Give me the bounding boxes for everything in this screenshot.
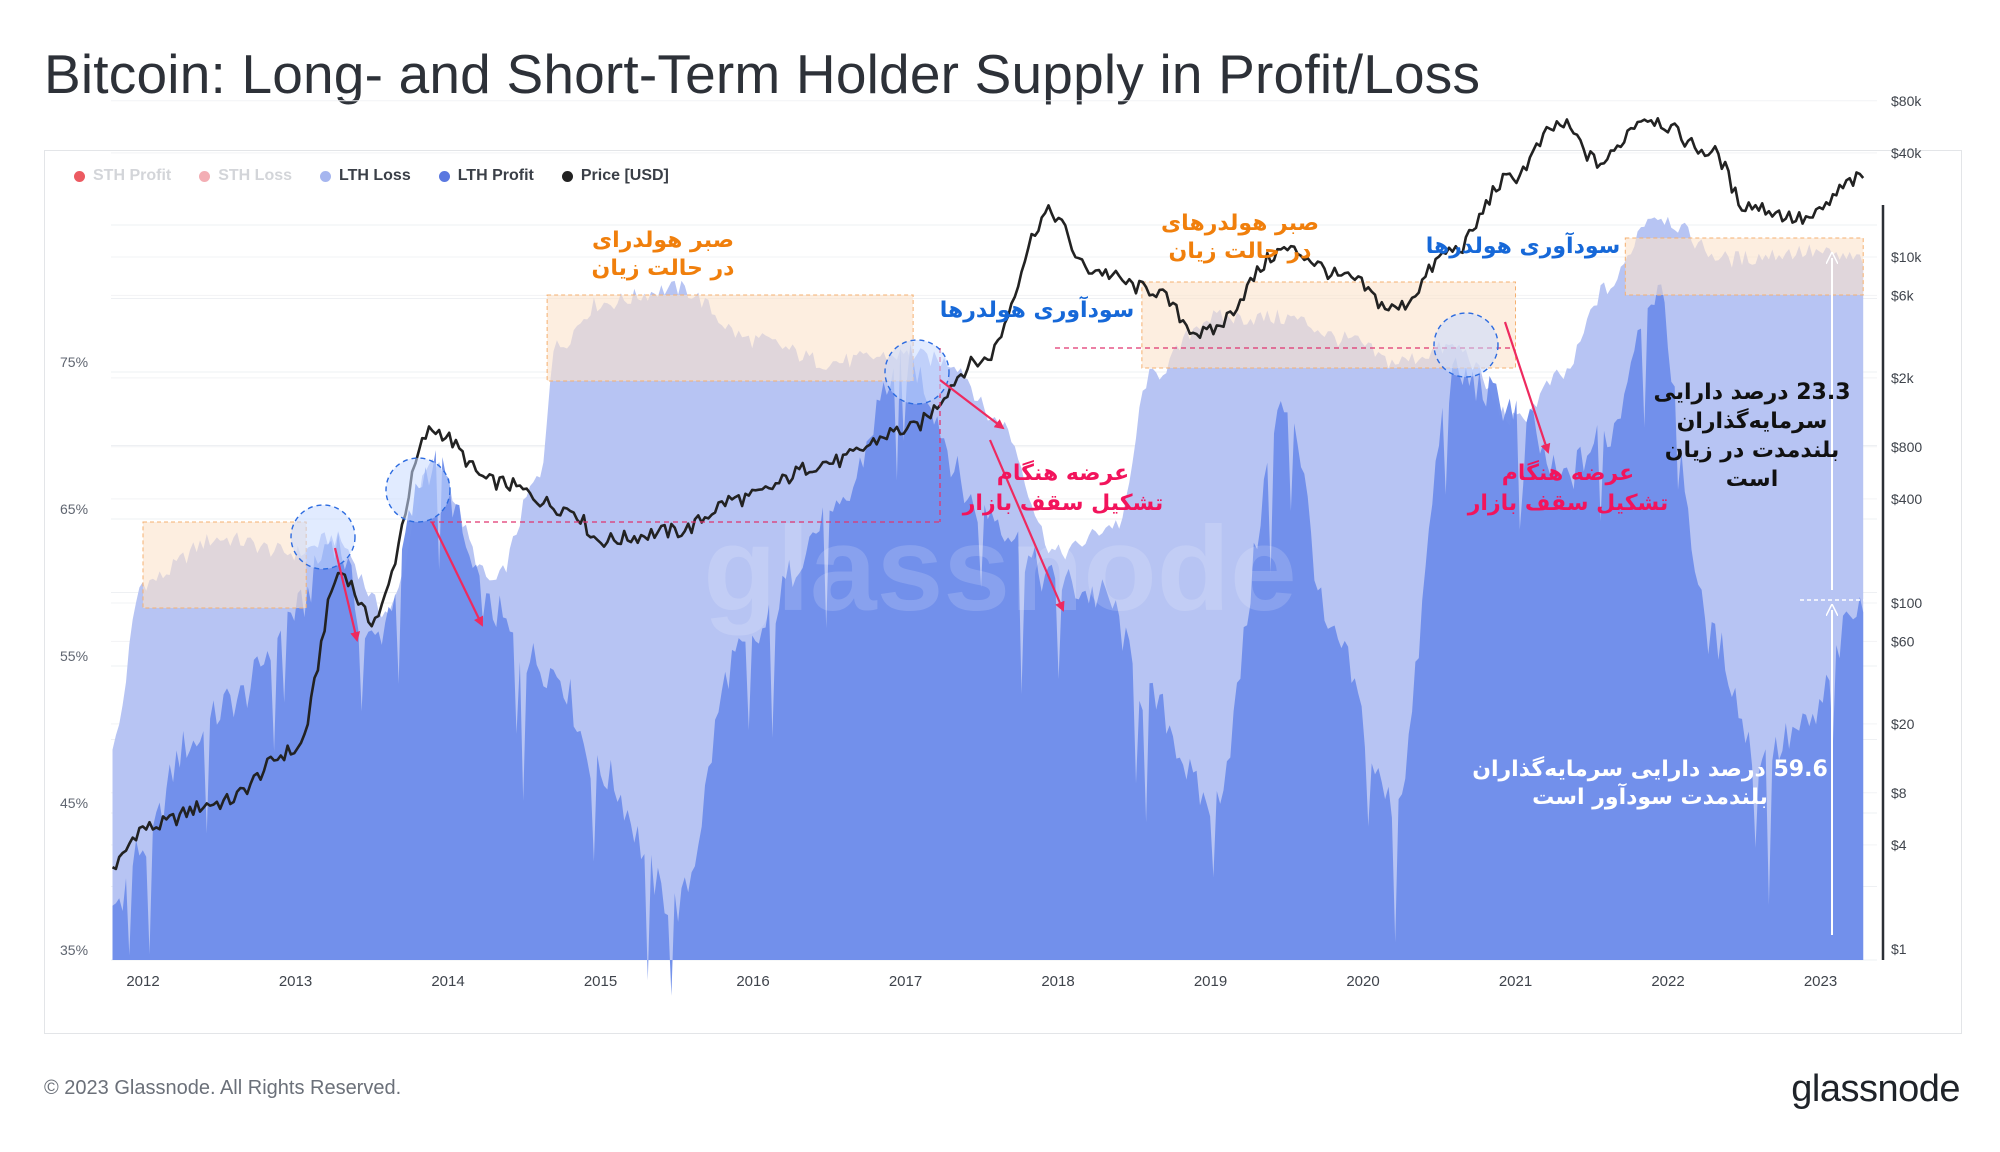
arrow — [333, 547, 361, 642]
legend-item-sth-loss[interactable]: STH Loss — [199, 167, 292, 185]
x-axis-tick: 2018 — [1041, 973, 1074, 990]
left-axis-tick: 45% — [60, 795, 88, 811]
legend-label: LTH Loss — [339, 167, 411, 184]
highlight-box — [142, 521, 307, 609]
annotation-line: عرضه هنگام — [997, 459, 1129, 486]
annotation-pink: عرضه هنگام تشکیل سقف بازار — [1467, 459, 1668, 516]
x-axis-tick: 2020 — [1346, 973, 1379, 990]
left-axis-tick: 35% — [60, 942, 88, 958]
page-title: Bitcoin: Long- and Short-Term Holder Sup… — [44, 43, 1481, 105]
x-axis-tick: 2012 — [126, 973, 159, 990]
peak-circle — [290, 504, 356, 570]
legend-dot — [561, 170, 573, 182]
watermark: glassnode — [703, 502, 1297, 636]
arrow — [988, 439, 1065, 612]
right-axis-tick: $2k — [1891, 370, 1915, 386]
x-axis-tick: 2014 — [431, 973, 464, 990]
right-axis-tick: $40k — [1891, 145, 1922, 161]
right-axis-tick: $8 — [1891, 785, 1907, 801]
right-axis-tick: $800 — [1891, 439, 1922, 455]
right-axis-tick: $20 — [1891, 716, 1915, 732]
legend-label: STH Profit — [93, 167, 172, 184]
arrows — [333, 258, 1865, 935]
legend-dot — [320, 170, 332, 182]
annotation-line: 23.3 درصد دارایی — [1653, 380, 1850, 405]
annotation-line: بلندمدت در زیان — [1665, 438, 1840, 463]
legend-label: LTH Profit — [457, 167, 534, 184]
x-axis-tick: 2016 — [736, 973, 769, 990]
right-axis-tick: $60 — [1891, 633, 1915, 649]
annotation-line: صبر هولدرهای — [1161, 211, 1319, 236]
annotation-line: تشکیل سقف بازار — [1467, 491, 1668, 516]
legend-dot — [74, 170, 85, 182]
arrow — [431, 521, 484, 627]
right-axis: $80k $40k $10k $6k $2k $800 $400 $100 $60 $20 $8 $4… — [1891, 93, 1922, 957]
x-axis: 2012 2013 2014 2015 2016 2017 2018 2019 2020 2021… — [126, 973, 1837, 990]
annotation-line: است — [1726, 467, 1778, 492]
legend-label: Price [USD] — [580, 167, 669, 184]
x-axis-tick: 2021 — [1499, 973, 1532, 990]
peak-circle — [884, 339, 950, 405]
arrow — [939, 379, 1005, 430]
annotation-line: 59.6 درصد دارایی سرمایه‌گذاران — [1472, 755, 1828, 782]
x-axis-tick: 2022 — [1651, 973, 1684, 990]
annotation-black: 23.3 درصد دارایی سرمایه‌گذاران بلندمدت در … — [1653, 380, 1850, 492]
legend-dot — [199, 170, 211, 182]
annotation-white: 59.6 درصد دارایی سرمایه‌گذاران بلندمدت سو… — [1472, 755, 1828, 810]
left-axis-tick: 55% — [60, 648, 88, 664]
legend-item-sth-profit[interactable]: STH Profit — [74, 167, 171, 185]
annotation-orange: صبر هولدرهای در حالت زیان — [1161, 211, 1319, 264]
annotation-line: عرضه هنگام — [1502, 459, 1634, 486]
footer-logo: glassnode — [1791, 1068, 1960, 1110]
highlight-box — [546, 294, 914, 382]
chart-legend: STH Profit STH Loss LTH Loss LTH Profit Pric… — [74, 167, 669, 185]
annotation-pink: عرضه هنگام تشکیل سقف بازار — [962, 459, 1163, 516]
legend-dot — [438, 170, 450, 182]
annotation-orange: صبر هولدرای در حالت زیان — [592, 228, 735, 281]
right-axis-tick: $80k — [1891, 93, 1922, 109]
peak-circles — [290, 312, 1499, 570]
annotation-line: بلندمدت سودآور است — [1532, 782, 1768, 810]
annotation-blue: سودآوری هولدرها — [940, 295, 1135, 323]
x-axis-tick: 2023 — [1804, 973, 1837, 990]
lth-profit-area — [112, 284, 1864, 996]
annotation-line: صبر هولدرای — [592, 228, 734, 253]
annotation-line: سودآوری هولدرها — [1426, 231, 1621, 259]
left-axis-tick: 65% — [60, 501, 88, 517]
legend-label: STH Loss — [218, 167, 293, 184]
right-axis-tick: $10k — [1891, 249, 1922, 265]
annotation-line: سرمایه‌گذاران — [1677, 407, 1828, 434]
right-axis-tick: $6k — [1891, 287, 1915, 303]
annotation-line: در حالت زیان — [592, 256, 735, 281]
left-axis-tick: 75% — [60, 354, 88, 370]
legend-item-lth-profit[interactable]: LTH Profit — [438, 167, 534, 185]
arrow — [1503, 321, 1551, 454]
peak-circle — [385, 457, 451, 523]
annotation-line: در حالت زیان — [1169, 239, 1312, 264]
annotations: صبر هولدرای در حالت زیان سودآوری هولدرها صب… — [592, 211, 1851, 810]
x-axis-tick: 2019 — [1194, 973, 1227, 990]
right-axis-tick: $1 — [1891, 941, 1907, 957]
legend-item-price-usd[interactable]: Price [USD] — [561, 167, 669, 185]
x-axis-tick: 2017 — [889, 973, 922, 990]
x-axis-tick: 2013 — [279, 973, 312, 990]
left-axis: 75% 65% 55% 45% 35% — [60, 354, 88, 958]
annotation-line: تشکیل سقف بازار — [962, 491, 1163, 516]
x-axis-tick: 2015 — [584, 973, 617, 990]
annotation-blue: سودآوری هولدرها — [1426, 231, 1621, 259]
legend-item-lth-loss[interactable]: LTH Loss — [320, 167, 411, 185]
peak-circle — [1433, 312, 1499, 378]
highlight-box — [1624, 237, 1864, 296]
annotation-line: سودآوری هولدرها — [940, 295, 1135, 323]
right-axis-tick: $400 — [1891, 491, 1922, 507]
footer-copyright: © 2023 Glassnode. All Rights Reserved. — [44, 1077, 402, 1099]
right-axis-tick: $4 — [1891, 837, 1907, 853]
right-axis-tick: $100 — [1891, 595, 1922, 611]
